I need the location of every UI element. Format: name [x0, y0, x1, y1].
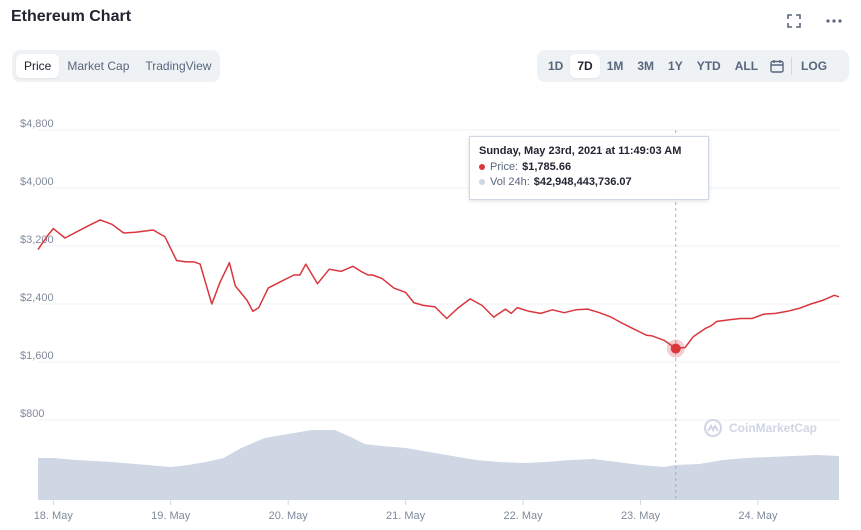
watermark-text: CoinMarketCap [729, 421, 818, 435]
range-7d[interactable]: 7D [570, 54, 600, 78]
watermark: CoinMarketCap [703, 418, 817, 438]
y-tick-label: $4,800 [20, 118, 54, 130]
time-range-selector: 1D 7D 1M 3M 1Y YTD ALL LOG [537, 50, 849, 82]
y-tick-label: $3,200 [20, 234, 54, 246]
x-tick-label: 22. May [503, 510, 543, 522]
volume-area-path [38, 430, 839, 500]
x-tick-label: 24. May [738, 510, 778, 522]
tooltip-price-label: Price: [490, 161, 519, 173]
calendar-icon[interactable] [765, 54, 789, 78]
y-tick-label: $4,000 [20, 176, 54, 188]
log-toggle[interactable]: LOG [801, 59, 828, 73]
range-3m[interactable]: 3M [637, 59, 655, 73]
range-1y[interactable]: 1Y [668, 59, 683, 73]
x-tick-label: 21. May [386, 510, 426, 522]
range-ytd[interactable]: YTD [696, 59, 721, 73]
tooltip-volume-row: Vol 24h: $42,948,443,736.07 [479, 176, 699, 188]
x-axis: 18. May 19. May 20. May 21. May 22. May 23. M… [34, 500, 778, 522]
tab-market-cap[interactable]: Market Cap [67, 59, 130, 73]
coinmarketcap-logo-icon [704, 419, 722, 437]
price-line-layer [37, 219, 840, 350]
chart-type-tabs: Price Market Cap TradingView [12, 50, 220, 82]
price-dot-icon [479, 164, 485, 170]
hover-point [670, 343, 681, 354]
range-divider [791, 57, 793, 75]
x-tick-label: 20. May [269, 510, 309, 522]
x-tick-label: 23. May [621, 510, 661, 522]
tooltip-price-row: Price: $1,785.66 [479, 161, 699, 173]
y-tick-label: $2,400 [20, 292, 54, 304]
tooltip-volume-label: Vol 24h: [490, 176, 530, 188]
x-tick-label: 18. May [34, 510, 74, 522]
range-all[interactable]: ALL [734, 59, 759, 73]
x-tick-label: 19. May [151, 510, 191, 522]
volume-area [38, 430, 839, 500]
y-tick-label: $800 [20, 408, 44, 420]
y-tick-label: $1,600 [20, 350, 54, 362]
fullscreen-icon[interactable] [785, 12, 803, 30]
tooltip-price-value: $1,785.66 [522, 161, 572, 173]
volume-dot-icon [479, 179, 485, 185]
y-axis: $800 $1,600 $2,400 $3,200 $4,000 $4,800 [20, 118, 54, 420]
tab-price[interactable]: Price [16, 54, 60, 78]
more-dots-icon[interactable] [825, 12, 843, 30]
tooltip-date: Sunday, May 23rd, 2021 at 11:49:03 AM [479, 145, 682, 157]
hover-tooltip: Sunday, May 23rd, 2021 at 11:49:03 AM Pr… [469, 136, 709, 200]
range-1d[interactable]: 1D [548, 59, 564, 73]
chart-toolbar-icons [785, 12, 843, 30]
chart-grid [38, 129, 839, 421]
price-line [37, 219, 840, 350]
tab-tradingview[interactable]: TradingView [145, 59, 212, 73]
page-title: Ethereum Chart [11, 8, 132, 25]
range-1m[interactable]: 1M [606, 59, 624, 73]
tooltip-volume-value: $42,948,443,736.07 [533, 176, 632, 188]
